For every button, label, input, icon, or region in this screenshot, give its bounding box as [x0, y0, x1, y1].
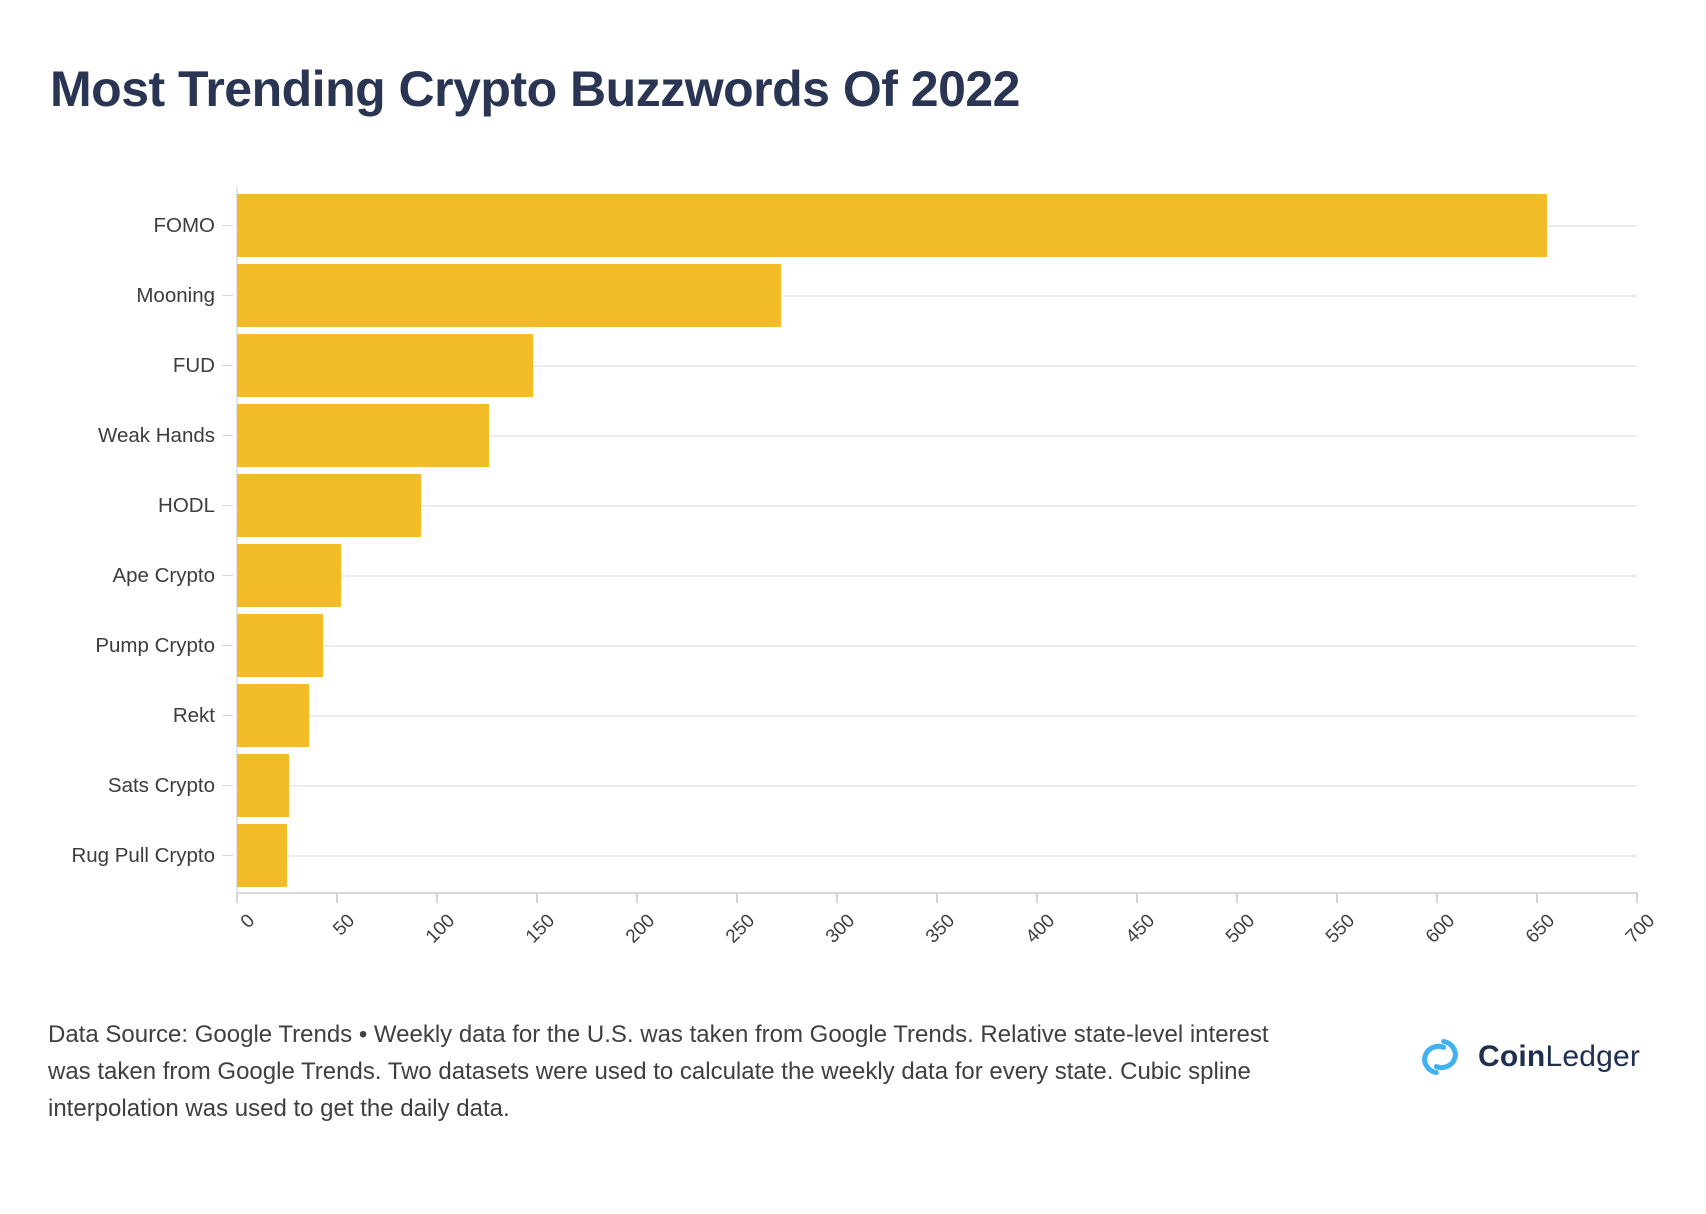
x-tick: [236, 892, 238, 903]
x-tick-label-700: 700: [1621, 910, 1660, 948]
x-tick-label-200: 200: [621, 910, 660, 948]
bar-fud: [237, 334, 533, 397]
category-label-ape-crypto: Ape Crypto: [112, 563, 215, 587]
gridline: [237, 294, 1637, 297]
x-tick: [336, 892, 338, 903]
bar-weak-hands: [237, 404, 489, 467]
category-label-fomo: FOMO: [153, 213, 216, 237]
category-tick: [222, 224, 233, 227]
x-tick: [636, 892, 638, 903]
category-tick: [222, 854, 233, 857]
category-label-rug-pull-crypto: Rug Pull Crypto: [71, 843, 215, 867]
gridline: [237, 784, 1637, 787]
x-tick: [1536, 892, 1538, 903]
x-tick: [836, 892, 838, 903]
coinledger-knot-icon: [1422, 1038, 1458, 1076]
x-tick: [1436, 892, 1438, 903]
x-tick: [936, 892, 938, 903]
category-tick: [222, 294, 233, 297]
category-tick: [222, 644, 233, 647]
gridline: [237, 854, 1637, 857]
x-tick-label-50: 50: [329, 910, 360, 941]
category-label-hodl: HODL: [158, 493, 215, 517]
x-tick-label-300: 300: [821, 910, 860, 948]
x-tick: [1036, 892, 1038, 903]
category-label-weak-hands: Weak Hands: [98, 423, 215, 447]
category-tick: [222, 434, 233, 437]
category-label-sats-crypto: Sats Crypto: [107, 773, 215, 797]
x-tick-label-650: 650: [1521, 910, 1560, 948]
category-tick: [222, 504, 233, 507]
x-tick: [1636, 892, 1638, 903]
data-source-line: interpolation was used to get the daily …: [48, 1095, 510, 1122]
bar-rekt: [237, 684, 309, 747]
x-tick: [1136, 892, 1138, 903]
gridline: [237, 574, 1637, 577]
category-tick: [222, 364, 233, 367]
gridline: [237, 504, 1637, 507]
category-tick: [222, 574, 233, 577]
x-tick: [1236, 892, 1238, 903]
gridline: [237, 714, 1637, 717]
x-tick-label-550: 550: [1321, 910, 1360, 948]
bar-mooning: [237, 264, 781, 327]
category-label-fud: FUD: [172, 353, 215, 377]
x-tick: [436, 892, 438, 903]
category-tick: [222, 714, 233, 717]
plot-area: [237, 187, 1637, 892]
data-source-note: Data Source: Google Trends • Weekly data…: [48, 1016, 1269, 1127]
bar-ape-crypto: [237, 544, 341, 607]
coinledger-wordmark: CoinLedger: [1478, 1040, 1640, 1074]
x-tick-label-450: 450: [1121, 910, 1160, 948]
x-tick-label-500: 500: [1221, 910, 1260, 948]
page-title: Most Trending Crypto Buzzwords Of 2022: [50, 61, 1021, 117]
x-tick-label-600: 600: [1421, 910, 1460, 948]
bar-rug-pull-crypto: [237, 824, 287, 887]
x-tick-label-350: 350: [921, 910, 960, 948]
category-label-rekt: Rekt: [172, 703, 215, 727]
x-tick-label-150: 150: [521, 910, 560, 948]
gridline: [237, 364, 1637, 367]
category-label-pump-crypto: Pump Crypto: [95, 633, 215, 657]
y-axis-line: [236, 187, 238, 892]
bar-fomo: [237, 194, 1547, 257]
gridline: [237, 644, 1637, 647]
coinledger-logo: CoinLedger: [1418, 1035, 1640, 1079]
x-tick: [736, 892, 738, 903]
data-source-line: Data Source: Google Trends • Weekly data…: [48, 1021, 1269, 1048]
x-tick-label-250: 250: [721, 910, 760, 948]
gridline: [237, 434, 1637, 437]
x-tick-label-0: 0: [236, 910, 260, 933]
bar-hodl: [237, 474, 421, 537]
logo-text-coin: Coin: [1478, 1040, 1546, 1073]
bar-pump-crypto: [237, 614, 323, 677]
x-tick: [1336, 892, 1338, 903]
category-label-mooning: Mooning: [136, 283, 215, 307]
x-tick: [536, 892, 538, 903]
chart-area: FOMO Mooning FUD Weak Hands HODL Ape Crypto Pu…: [71, 187, 1660, 948]
x-tick-label-100: 100: [421, 910, 460, 948]
x-tick-label-400: 400: [1021, 910, 1060, 948]
bar-sats-crypto: [237, 754, 289, 817]
logo-text-ledger: Ledger: [1545, 1040, 1641, 1073]
category-tick: [222, 784, 233, 787]
data-source-line: was taken from Google Trends. Two datase…: [48, 1058, 1251, 1085]
